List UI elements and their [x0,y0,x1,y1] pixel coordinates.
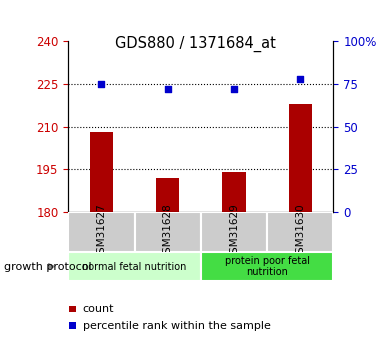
Bar [222,172,246,212]
Text: growth protocol: growth protocol [4,262,92,272]
Point [165,87,171,92]
Bar [69,306,76,313]
Bar [267,212,333,252]
Text: GSM31629: GSM31629 [229,204,239,260]
Bar [201,212,267,252]
Text: GSM31627: GSM31627 [96,204,106,260]
Bar [68,252,201,281]
Point [231,87,237,92]
Bar [156,178,179,212]
Text: protein poor fetal
nutrition: protein poor fetal nutrition [225,256,310,277]
Bar [69,322,76,329]
Bar [90,132,113,212]
Bar [201,252,333,281]
Text: count: count [83,304,114,314]
Text: GDS880 / 1371684_at: GDS880 / 1371684_at [115,36,275,52]
Bar [289,104,312,212]
Bar [135,212,201,252]
Text: GSM31630: GSM31630 [295,204,305,260]
Point [98,81,105,87]
Bar [68,212,135,252]
Point [297,76,303,82]
Text: percentile rank within the sample: percentile rank within the sample [83,321,271,331]
Text: normal fetal nutrition: normal fetal nutrition [82,262,187,272]
Text: GSM31628: GSM31628 [163,204,173,260]
